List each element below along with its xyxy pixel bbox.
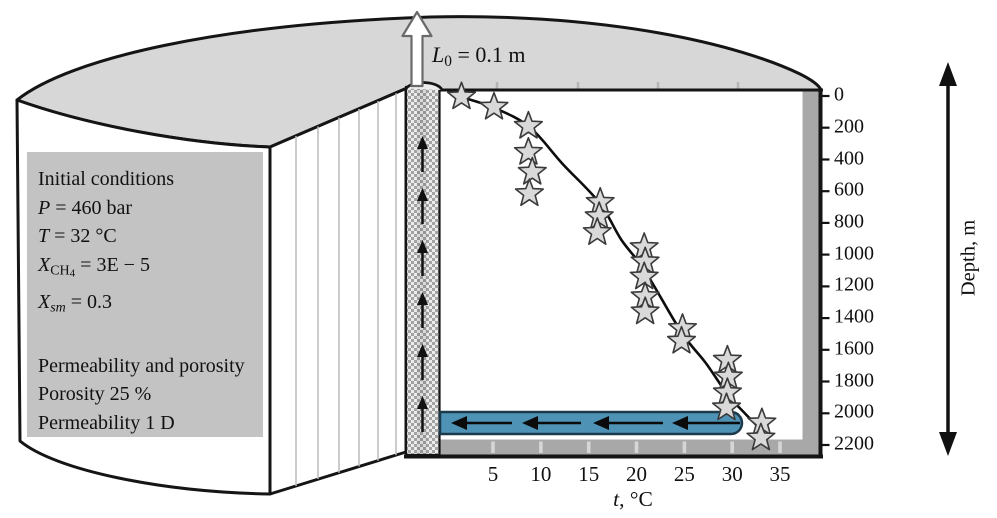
upflow-arrow-head [417,292,428,305]
text-segment: Permeability and porosity [38,354,245,377]
text-segment: sm [50,300,66,316]
info-line: Xsm = 0.3 [38,288,263,323]
info-line: Porosity 25 % [38,380,263,409]
x-tick-mark [730,441,734,453]
text-segment: t [613,487,620,511]
x-tick-label: 30 [721,462,743,486]
y-tick-label: 200 [834,115,864,138]
initial-conditions-box: Initial conditions P = 460 bar T = 32 °C XC… [27,152,263,437]
y-tick-label: 600 [834,178,864,201]
x-tick-mark [491,441,495,453]
plot-panel [404,88,830,459]
info-line: XCH4 = 3E − 5 [38,251,263,288]
y-tick-label: 1400 [834,305,874,328]
text-segment: CH [50,263,70,279]
upflow-arrow-head [417,396,428,409]
text-segment: = 460 bar [50,196,133,219]
channel-flow-arrows [451,416,740,430]
upflow-arrow-head [417,188,428,201]
x-tick-label: 20 [626,462,647,486]
text-segment: 0 [444,52,452,70]
text-segment: Permeability 1 D [38,411,175,434]
text-segment: 4 [69,267,76,280]
vent-length-label: L0 = 0.1 m [432,42,525,71]
channel-arrow-head [451,416,467,430]
x-tick-label: 5 [487,462,499,486]
upflow-arrow-head [417,136,428,149]
cutaway-face [268,87,408,496]
y-tick-label: 800 [834,210,864,233]
upflow-arrows [417,136,428,432]
info-line: T = 32 °C [38,222,263,251]
text-segment: T [38,225,50,248]
text-segment: P [38,196,51,219]
star-marker [514,178,544,207]
channel-arrow-head [672,416,688,430]
x-axis-ticks [491,441,782,453]
text-segment: , °C [619,487,653,511]
star-marker [630,296,660,325]
x-tick-mark [778,441,782,453]
top-edge-ticks [495,82,740,89]
info-line: Initial conditions [38,165,263,194]
x-tick-mark [586,441,591,453]
gas-channel [438,410,744,436]
plot-background [439,91,803,440]
initial-conditions-lines: Initial conditions P = 460 bar T = 32 °C XC… [38,165,263,437]
upflow-arrow-head [417,240,428,253]
text-segment: X [38,290,51,313]
info-line: Permeability 1 D [38,409,263,438]
x-tick-mark [634,441,639,453]
vent-arrow-icon [401,10,433,88]
text-segment: = 0.3 [65,290,113,313]
y-tick-label: 0 [834,83,844,106]
star-marker [446,81,477,110]
channel-arrow-head [522,416,538,430]
y-tick-label: 2200 [834,432,874,455]
star-marker [517,156,547,185]
y-tick-label: 1200 [834,273,874,296]
text-segment: Porosity 25 % [38,383,152,406]
info-line: Permeability and porosity [38,352,263,381]
star-marker [479,91,509,120]
info-line: P = 460 bar [38,194,263,223]
x-tick-label: 25 [673,462,695,486]
text-segment: X [38,253,51,276]
x-tick-mark [539,441,543,453]
star-marker [666,325,697,354]
x-tick-label: 15 [578,462,600,486]
text-segment: L [432,42,445,67]
channel-arrow-head [593,416,609,430]
upflow-arrow-head [417,344,428,357]
y-tick-label: 1600 [834,337,874,360]
plot-bottom-band [439,439,819,455]
x-tick-label: 35 [769,462,791,486]
y-axis-title: Depth, m [957,219,980,297]
star-marker [746,422,776,451]
star-marker [513,137,543,165]
y-tick-label: 400 [834,147,864,170]
y-tick-label: 2000 [834,400,874,423]
x-tick-label: 10 [530,462,552,486]
text-segment: = 3E − 5 [75,253,150,276]
x-axis-title: t, °C [613,487,653,512]
y-tick-label: 1800 [834,369,874,392]
star-markers [446,81,777,451]
y-tick-label: 1000 [834,242,874,265]
star-marker [711,392,742,421]
wellbore-column [404,85,441,457]
text-segment: = 32 °C [49,225,117,248]
plot-right-band [802,91,819,455]
star-marker [513,110,543,139]
text-segment: Initial conditions [38,168,175,190]
depth-axis-arrow-icon [939,62,957,456]
x-tick-mark [682,441,687,453]
info-line [38,323,263,352]
text-segment: = 0.1 m [451,42,526,67]
star-marker [582,217,612,245]
